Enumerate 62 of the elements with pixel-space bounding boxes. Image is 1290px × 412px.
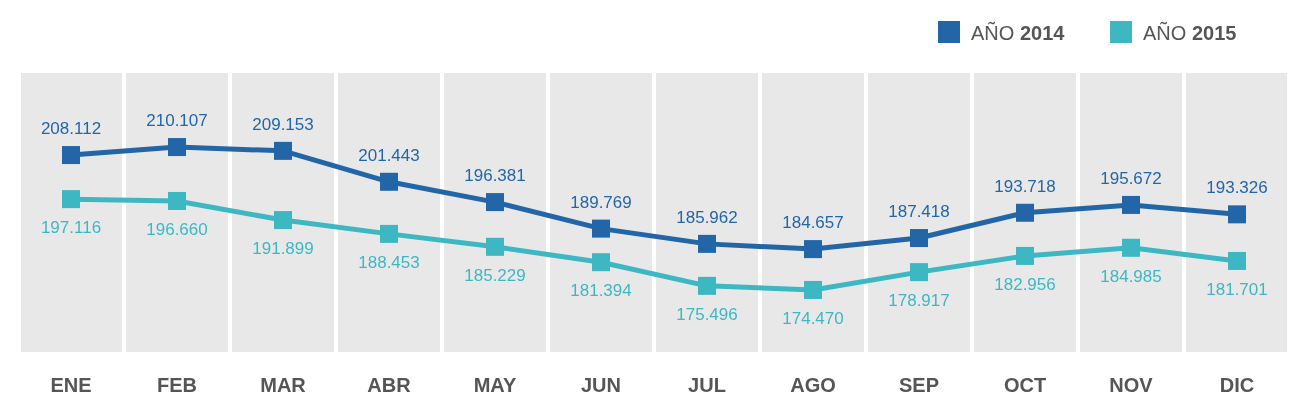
data-label: 196.381 bbox=[464, 166, 526, 186]
x-tick-label: JUN bbox=[580, 374, 622, 396]
point bbox=[168, 138, 186, 157]
data-label: 182.956 bbox=[994, 274, 1056, 294]
x-tick-label: NOV bbox=[1109, 374, 1154, 396]
point bbox=[62, 190, 80, 209]
point bbox=[592, 253, 610, 272]
point bbox=[1122, 195, 1140, 214]
data-label: 193.718 bbox=[994, 176, 1056, 196]
point bbox=[168, 191, 186, 210]
data-label: 185.962 bbox=[676, 207, 738, 227]
data-label: 195.672 bbox=[1100, 168, 1162, 188]
data-label: 193.326 bbox=[1206, 178, 1268, 198]
data-label: 189.769 bbox=[570, 192, 632, 212]
point bbox=[274, 211, 292, 230]
data-label: 196.660 bbox=[146, 219, 208, 239]
point bbox=[486, 193, 504, 212]
point bbox=[62, 146, 80, 165]
data-label: 185.229 bbox=[464, 265, 526, 285]
data-label: 191.899 bbox=[252, 239, 314, 259]
point bbox=[1228, 251, 1246, 270]
x-tick-label: MAY bbox=[473, 374, 517, 396]
x-tick-label: MAR bbox=[260, 374, 307, 396]
point bbox=[910, 229, 928, 248]
point bbox=[1016, 203, 1034, 222]
point bbox=[592, 219, 610, 238]
x-tick-label: AGO bbox=[790, 374, 836, 396]
data-label: 201.443 bbox=[358, 145, 420, 165]
data-label: 184.985 bbox=[1100, 266, 1162, 286]
point bbox=[486, 237, 504, 256]
x-tick-label: ABR bbox=[367, 374, 412, 396]
data-label: 188.453 bbox=[358, 252, 420, 272]
data-label: 175.496 bbox=[676, 304, 738, 324]
data-label: 197.116 bbox=[40, 218, 102, 238]
x-tick-label: FEB bbox=[157, 374, 197, 396]
point bbox=[1228, 205, 1246, 224]
x-tick-label: SEP bbox=[898, 374, 940, 396]
data-label: 174.470 bbox=[782, 308, 844, 328]
x-tick-label: ENE bbox=[50, 374, 92, 396]
point bbox=[804, 280, 822, 299]
point bbox=[910, 263, 928, 282]
x-tick-label: DIC bbox=[1219, 374, 1255, 396]
point bbox=[1122, 238, 1140, 257]
data-label: 181.701 bbox=[1206, 279, 1268, 299]
data-label: 187.418 bbox=[888, 202, 950, 222]
point bbox=[698, 276, 716, 295]
data-label: 184.657 bbox=[782, 213, 844, 233]
x-tick-label: JUL bbox=[688, 374, 726, 396]
point bbox=[380, 172, 398, 191]
point bbox=[380, 224, 398, 243]
legend-label: AÑO 2015 bbox=[1143, 21, 1237, 44]
data-label: 181.394 bbox=[570, 281, 632, 301]
x-tick-label: OCT bbox=[1003, 374, 1047, 396]
point bbox=[1016, 246, 1034, 265]
point bbox=[698, 234, 716, 253]
point bbox=[274, 141, 292, 160]
point bbox=[804, 240, 822, 259]
data-label: 208.112 bbox=[40, 119, 102, 139]
data-label: 178.917 bbox=[888, 291, 950, 311]
data-label: 209.153 bbox=[252, 114, 314, 134]
data-label: 210.107 bbox=[146, 111, 208, 131]
legend-label: AÑO 2014 bbox=[971, 21, 1066, 44]
